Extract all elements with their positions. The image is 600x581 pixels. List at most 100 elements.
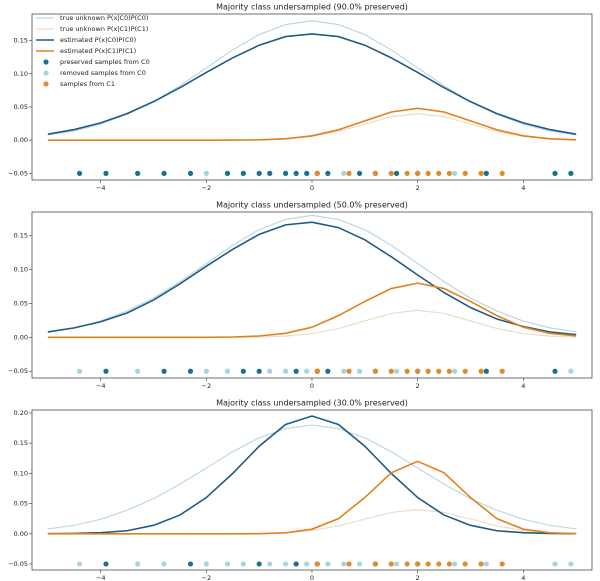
sample-point <box>256 561 262 567</box>
x-tick-label: −4 <box>96 574 106 581</box>
sample-point <box>161 170 167 176</box>
sample-point <box>76 368 83 374</box>
sample-point <box>224 170 231 176</box>
sample-point <box>415 170 421 176</box>
sample-point <box>388 170 394 176</box>
sample-point <box>478 170 484 176</box>
y-tick-label: 0.00 <box>14 136 28 144</box>
curve <box>47 424 577 530</box>
sample-point <box>499 368 505 374</box>
sample-point <box>404 368 410 374</box>
sample-point <box>393 561 400 567</box>
sample-point <box>568 561 574 567</box>
sample-point <box>187 368 194 374</box>
x-tick-label: −2 <box>202 382 212 390</box>
sample-point <box>314 368 320 374</box>
legend-swatch <box>43 81 49 87</box>
sample-point <box>478 368 484 374</box>
sample-point <box>203 368 209 374</box>
sample-point <box>499 561 505 567</box>
sample-point <box>267 368 273 374</box>
sample-point <box>293 561 299 567</box>
sample-point <box>341 561 347 567</box>
sample-point <box>346 368 352 374</box>
sample-point <box>425 561 431 567</box>
sample-point <box>187 561 194 567</box>
y-tick-label: −0.05 <box>8 560 28 568</box>
sample-point <box>304 561 310 567</box>
sample-point <box>161 368 167 374</box>
sample-point <box>452 170 458 176</box>
sample-point <box>282 170 289 176</box>
x-tick-label: 4 <box>521 184 525 192</box>
sample-point <box>325 561 331 567</box>
sample-point <box>436 170 442 176</box>
sample-point <box>304 170 310 176</box>
x-tick-label: 4 <box>521 382 525 390</box>
sample-point <box>356 170 363 176</box>
sample-point <box>415 368 421 374</box>
y-tick-label: 0.00 <box>14 333 28 341</box>
sample-point <box>415 561 421 567</box>
sample-point <box>203 170 209 176</box>
sample-point <box>240 368 246 374</box>
legend-label: removed samples from C0 <box>60 69 146 77</box>
sample-point <box>325 170 331 176</box>
y-tick-label: 0.15 <box>14 232 28 240</box>
sample-point <box>425 368 431 374</box>
sample-point <box>203 561 209 567</box>
sample-point <box>446 170 452 176</box>
sample-point <box>267 561 273 567</box>
sample-point <box>256 368 262 374</box>
sample-point <box>388 368 394 374</box>
sample-point <box>103 368 109 374</box>
x-tick-label: −2 <box>202 184 212 192</box>
subplot: Majority class undersampled (30.0% prese… <box>8 399 593 581</box>
sample-point <box>304 368 310 374</box>
sample-point <box>240 561 246 567</box>
sample-point <box>462 561 468 567</box>
sample-point <box>483 170 489 176</box>
y-tick-label: 0.05 <box>14 299 28 307</box>
y-tick-label: 0.10 <box>14 266 28 274</box>
curve <box>47 309 577 338</box>
sample-point <box>224 368 231 374</box>
sample-point <box>240 170 246 176</box>
y-tick-label: 0.15 <box>14 37 28 45</box>
sample-point <box>393 368 400 374</box>
sample-point <box>293 368 299 374</box>
sample-point <box>103 170 109 176</box>
sample-point <box>452 368 458 374</box>
sample-point <box>356 561 363 567</box>
x-tick-label: 0 <box>310 574 314 581</box>
sample-point <box>552 368 558 374</box>
y-tick-label: 0.15 <box>14 439 28 447</box>
x-tick-label: 0 <box>310 184 314 192</box>
sample-point <box>224 561 231 567</box>
x-tick-label: −4 <box>96 184 106 192</box>
axes-frame <box>31 409 593 571</box>
sample-point <box>325 368 331 374</box>
sample-point <box>346 170 352 176</box>
sample-point <box>372 561 378 567</box>
sample-point <box>404 561 410 567</box>
sample-point <box>404 170 410 176</box>
curve <box>47 214 577 333</box>
sample-point <box>135 561 141 567</box>
x-tick-label: 2 <box>416 382 420 390</box>
chart-title: Majority class undersampled (50.0% prese… <box>216 201 408 210</box>
sample-point <box>552 561 558 567</box>
sample-point <box>446 561 452 567</box>
legend-swatch <box>43 59 49 65</box>
sample-point <box>187 170 194 176</box>
y-tick-label: 0.05 <box>14 103 28 111</box>
sample-point <box>76 170 83 176</box>
sample-point <box>314 561 320 567</box>
sample-point <box>462 170 468 176</box>
curve <box>47 33 577 135</box>
sample-point <box>282 368 289 374</box>
x-tick-label: 2 <box>416 574 420 581</box>
sample-point <box>161 561 167 567</box>
curve <box>47 415 577 535</box>
